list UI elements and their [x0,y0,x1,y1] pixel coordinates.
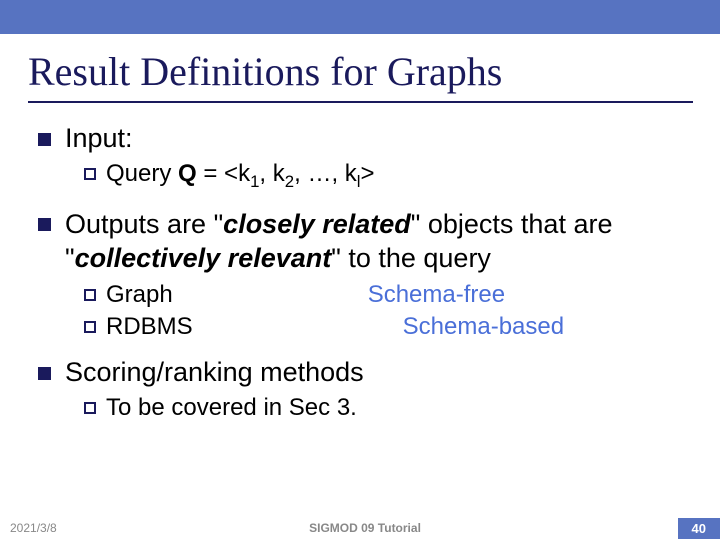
top-bar [0,0,720,34]
outputs-text: Outputs are "closely related" objects th… [65,208,690,276]
to-rest: be covered in Sec 3. [131,394,356,421]
query-eq: = <k [197,160,250,187]
to-prefix: To [106,394,131,421]
footer: 2021/3/8 SIGMOD 09 Tutorial 40 [0,516,720,540]
subbullet-rdbms: RDBMS Schema-based [84,313,690,341]
hollow-square-icon [84,289,96,301]
query-q: Q [178,160,197,187]
subbullet-query: Query Q = <k1, k2, …, kl> [84,160,690,192]
schema-based-label: Schema-based [403,313,564,341]
hollow-square-icon [84,402,96,414]
outputs-collectively: collectively relevant [75,243,332,273]
outputs-suffix: " to the query [331,243,491,273]
to-cover-line: To be covered in Sec 3. [106,394,357,422]
outputs-closely: closely related [223,209,411,239]
bullet-outputs: Outputs are "closely related" objects th… [38,208,690,276]
square-bullet-icon [38,367,51,380]
query-c2: , …, k [294,160,357,187]
page-number-badge: 40 [678,518,720,539]
bullet-input-text: Input: [65,123,133,154]
bullet-scoring: Scoring/ranking methods [38,357,690,388]
subbullet-graph: Graph Schema-free [84,281,690,309]
footer-center: SIGMOD 09 Tutorial [247,521,484,535]
query-line: Query Q = <k1, k2, …, kl> [106,160,375,192]
slide-title: Result Definitions for Graphs [0,34,720,101]
footer-date: 2021/3/8 [10,521,247,535]
square-bullet-icon [38,218,51,231]
hollow-square-icon [84,321,96,333]
content-area: Input: Query Q = <k1, k2, …, kl> Outputs… [0,123,720,422]
graph-label: Graph [106,281,173,309]
subbullet-to-cover: To be covered in Sec 3. [84,394,690,422]
query-sub2: 2 [285,172,294,191]
query-prefix: Query [106,160,178,187]
rdbms-row: RDBMS Schema-based [106,313,690,341]
graph-row: Graph Schema-free [106,281,690,309]
bullet-input: Input: [38,123,690,154]
outputs-prefix: Outputs are " [65,209,223,239]
title-divider [28,101,693,103]
hollow-square-icon [84,168,96,180]
query-end: > [361,160,375,187]
query-c1: , k [259,160,284,187]
schema-free-label: Schema-free [368,281,505,309]
footer-right: 40 [483,518,720,539]
square-bullet-icon [38,133,51,146]
rdbms-label: RDBMS [106,313,193,341]
scoring-text: Scoring/ranking methods [65,357,364,388]
